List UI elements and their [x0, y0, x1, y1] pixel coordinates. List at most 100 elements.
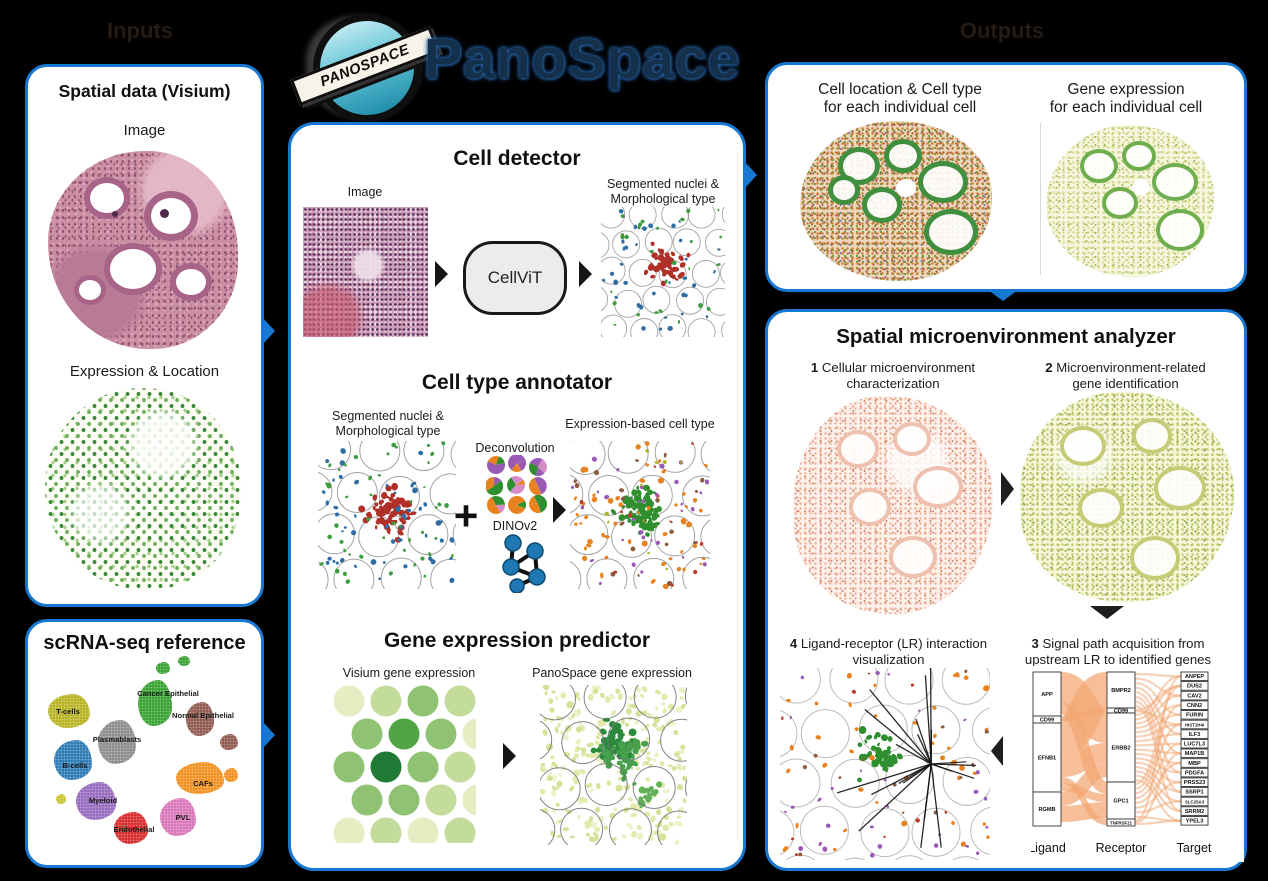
deconvolution-label: Deconvolution	[475, 441, 555, 455]
tissue-follicle	[74, 275, 106, 305]
cluster-label-pvl: PVL	[175, 813, 191, 822]
tissue-ring	[1156, 209, 1204, 251]
predictor-arrow	[503, 743, 516, 769]
tissue-ring	[918, 161, 968, 203]
panel4-line2: visualization	[852, 651, 925, 667]
arrow-scrna-to-core	[263, 722, 275, 748]
cell-detector-title: Cell detector	[453, 147, 581, 170]
cell-location-type-label-line1: Cell location & Cell type	[818, 81, 982, 98]
scrna-reference-box: scRNA-seq reference T-cells Cancer Epith…	[25, 619, 264, 868]
cluster-label-tcells: T-cells	[56, 707, 80, 716]
cell-location-type-label-line2: for each individual cell	[823, 99, 977, 117]
panel3-label: 3 Signal path acquisition from upstream …	[1008, 636, 1228, 667]
cluster-cancer-epithelial	[156, 662, 170, 674]
svg-text:EFNB1: EFNB1	[1038, 755, 1056, 761]
analyzer-title: Spatial microenvironment analyzer	[836, 325, 1176, 348]
detector-arrow-2	[579, 261, 592, 287]
tissue-hole	[1132, 179, 1150, 195]
svg-text:HIST1H4I: HIST1H4I	[1185, 722, 1204, 727]
svg-text:BMPR2: BMPR2	[1111, 688, 1131, 694]
cluster-cafs	[176, 762, 224, 794]
page-title: PanoSpace	[424, 27, 741, 91]
gene-expression-image	[1046, 125, 1214, 277]
tissue-ring	[889, 536, 937, 578]
panel3-number: 3	[1031, 636, 1039, 651]
tissue-hole	[896, 179, 916, 197]
cellvit-model-box: CellViT	[463, 241, 567, 315]
tissue-follicle	[170, 263, 212, 301]
tissue-ring	[893, 422, 931, 456]
svg-text:Target: Target	[1177, 841, 1212, 855]
cell-annotator-title: Cell type annotator	[421, 371, 613, 394]
analyzer-box: Spatial microenvironment analyzer 1 Cell…	[765, 309, 1247, 871]
cluster-cafs	[224, 768, 238, 782]
deconvolution-pies-image	[485, 453, 548, 517]
expression-based-celltype-image	[570, 441, 710, 589]
detector-output-label: Segmented nuclei & Morphological type	[563, 177, 763, 207]
tissue-ring	[924, 209, 978, 255]
cell-location-type-label: Cell location & Cell type for each indiv…	[780, 81, 1020, 118]
panospace-expression-image	[540, 685, 687, 845]
cluster-bcells	[54, 740, 92, 780]
tissue-ring	[1078, 488, 1124, 528]
cluster-normal-epithelial	[186, 702, 214, 736]
panel3-line2: upstream LR to identified genes	[1024, 651, 1212, 667]
cluster-tcells	[48, 694, 90, 728]
umap-plot: T-cells Cancer Epithelial Normal Epithel…	[36, 656, 252, 858]
panel4-label: 4 Ligand-receptor (LR) interaction visua…	[776, 636, 1001, 667]
cell-location-type-image	[800, 121, 992, 281]
arrow-core-to-outputs	[745, 162, 757, 188]
tissue-ring	[849, 488, 891, 526]
cluster-label-bcells: B-cells	[62, 761, 88, 770]
tissue-ring	[828, 175, 860, 205]
svg-text:GPC1: GPC1	[1113, 798, 1128, 804]
annotator-output-label: Expression-based cell type	[565, 417, 715, 431]
arrow-outputs-to-analyzer	[988, 290, 1018, 301]
tissue-spot	[112, 211, 118, 217]
dinov2-network-icon	[502, 534, 546, 593]
cluster-label-endothelial: Endothelial	[113, 825, 155, 834]
plus-operator: +	[453, 492, 479, 539]
svg-text:SSRP1: SSRP1	[1185, 790, 1203, 796]
tissue-ring	[1152, 163, 1198, 201]
svg-text:CNN2: CNN2	[1187, 703, 1202, 709]
tissue-ring	[913, 466, 963, 508]
tissue-ring	[1060, 426, 1106, 466]
tissue-ring	[1102, 187, 1138, 219]
cluster-cancer-epithelial	[138, 680, 172, 726]
scrna-box-title: scRNA-seq reference	[43, 632, 246, 654]
arrow-spatial-to-core	[263, 318, 275, 344]
panel1-line2: characterization	[846, 375, 940, 391]
svg-text:ERBB2: ERBB2	[1112, 745, 1131, 751]
cluster-myeloid	[76, 782, 116, 820]
arrow-panel3-to-panel4	[991, 736, 1003, 766]
cluster-cancer-epithelial	[178, 656, 190, 666]
cluster-pvl	[160, 798, 196, 836]
tissue-ring	[884, 139, 922, 173]
svg-text:FURIN: FURIN	[1186, 713, 1203, 719]
svg-text:DUS2: DUS2	[1187, 684, 1202, 690]
svg-text:LUC7L3: LUC7L3	[1184, 742, 1205, 748]
cluster-label-cancer-epithelial: Cancer Epithelial	[137, 689, 199, 698]
visium-expression-image	[331, 685, 476, 843]
svg-text:PRSS23: PRSS23	[1184, 780, 1205, 786]
panospace-expression-label: PanoSpace gene expression	[532, 666, 692, 680]
svg-text:ILF3: ILF3	[1189, 732, 1201, 738]
svg-text:YPEL3: YPEL3	[1186, 819, 1204, 825]
arrow-panel2-to-panel3	[1090, 606, 1124, 619]
panel1-label: 1 Cellular microenvironment characteriza…	[783, 360, 1003, 391]
panel2-line1: Microenvironment-related	[1056, 360, 1206, 375]
svg-text:Ligand: Ligand	[1031, 841, 1066, 855]
histology-overview-image	[48, 151, 238, 349]
expression-location-image	[45, 388, 241, 590]
microenvironment-gene-image	[1020, 392, 1234, 602]
tissue-follicle	[84, 177, 130, 219]
svg-text:CD99: CD99	[1114, 708, 1128, 714]
panel2-number: 2	[1045, 360, 1053, 375]
svg-text:TNFRSF21: TNFRSF21	[1110, 820, 1133, 825]
spatial-box-title: Spatial data (Visium)	[58, 81, 231, 101]
panel3-line1: Signal path acquisition from	[1042, 636, 1205, 651]
cluster-label-cafs: CAFs	[193, 779, 213, 788]
signal-path-sankey: APP CD99 EFNB1 RGMB BMPR2 CD99 ERBB2 GPC1 TNFRSF…	[1031, 666, 1244, 862]
